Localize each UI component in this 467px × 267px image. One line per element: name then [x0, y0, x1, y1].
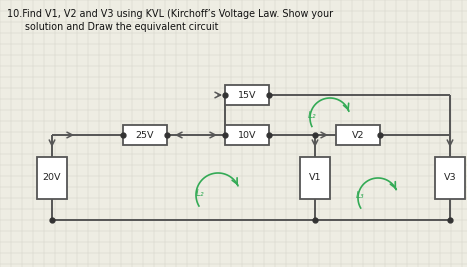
Text: V2: V2	[352, 131, 364, 139]
FancyBboxPatch shape	[435, 156, 465, 198]
FancyBboxPatch shape	[123, 125, 167, 145]
Text: 10V: 10V	[238, 131, 256, 139]
Text: 20V: 20V	[43, 173, 61, 182]
FancyBboxPatch shape	[225, 125, 269, 145]
Text: 25V: 25V	[136, 131, 154, 139]
Text: L₂: L₂	[196, 189, 205, 198]
FancyBboxPatch shape	[37, 156, 67, 198]
Text: L₃: L₃	[356, 191, 364, 201]
Text: 15V: 15V	[238, 91, 256, 100]
Text: 10.Find V1, V2 and V3 using KVL (Kirchoff’s Voltage Law. Show your: 10.Find V1, V2 and V3 using KVL (Kirchof…	[7, 9, 333, 19]
Text: L₂: L₂	[308, 112, 316, 120]
Text: V1: V1	[309, 173, 321, 182]
Text: V3: V3	[444, 173, 456, 182]
FancyBboxPatch shape	[225, 85, 269, 105]
FancyBboxPatch shape	[300, 156, 330, 198]
Text: solution and Draw the equivalent circuit: solution and Draw the equivalent circuit	[7, 22, 219, 32]
FancyBboxPatch shape	[336, 125, 380, 145]
